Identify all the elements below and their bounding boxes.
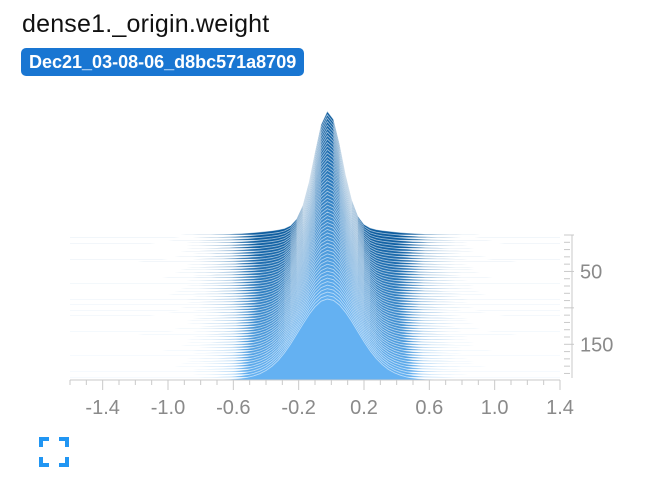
step-tick-label: 50 [580, 261, 602, 283]
run-badge: Dec21_03-08-06_d8bc571a8709 [21, 48, 305, 76]
histogram-chart: -1.4 -1.0 -0.6 -0.2 0.2 0.6 1.0 1.4 50 150 [69, 110, 613, 419]
x-tick-label: -1.4 [85, 397, 119, 419]
chart-title: dense1._origin.weight [22, 10, 270, 38]
x-tick-label: 0.6 [415, 397, 443, 419]
expand-button[interactable] [38, 436, 70, 468]
x-tick-label: 1.4 [546, 397, 574, 419]
histogram-slices [69, 110, 561, 381]
step-tick-label: 150 [580, 334, 613, 356]
x-tick-label: -0.6 [216, 397, 250, 419]
x-tick-label: 0.2 [350, 397, 378, 419]
x-tick-label: -1.0 [151, 397, 185, 419]
step-axis: 50 150 [564, 234, 613, 378]
expand-corners-icon [39, 437, 69, 467]
x-tick-label: -0.2 [281, 397, 315, 419]
x-axis: -1.4 -1.0 -0.6 -0.2 0.2 0.6 1.0 1.4 [69, 379, 574, 419]
x-tick-label: 1.0 [481, 397, 509, 419]
